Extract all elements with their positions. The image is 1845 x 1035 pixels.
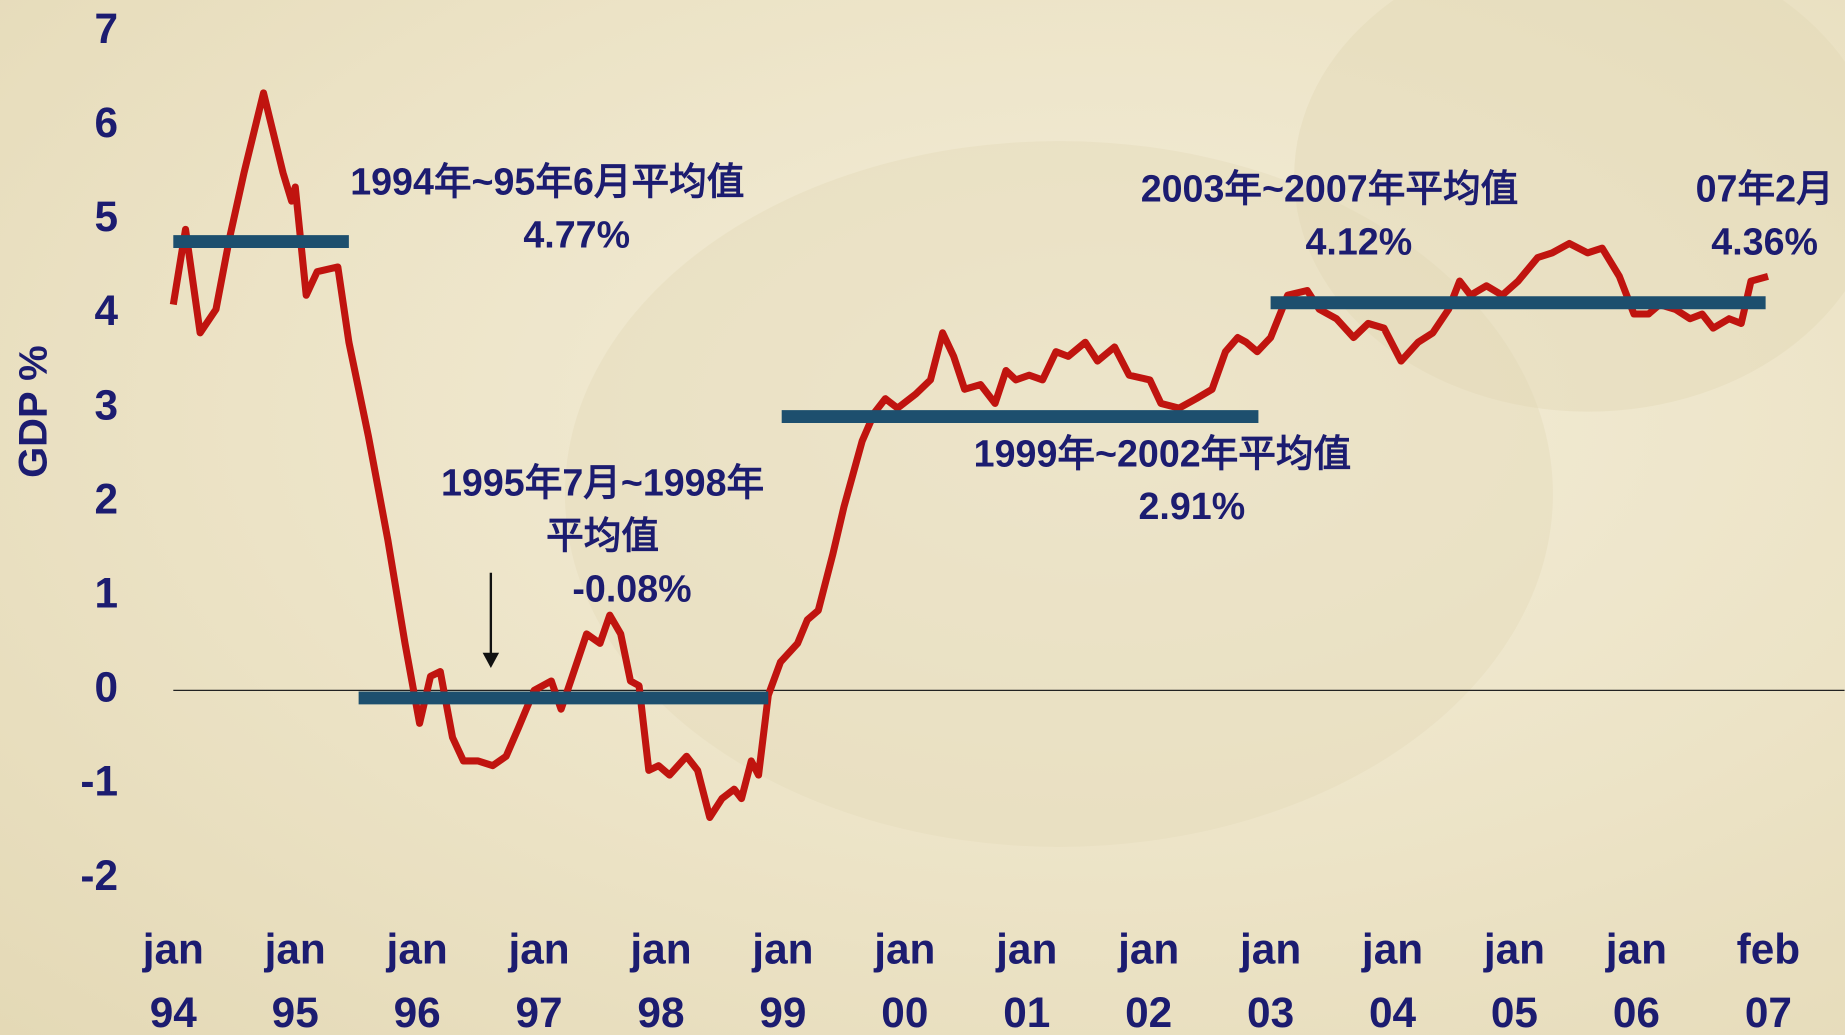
x-tick: jan 98 xyxy=(620,917,702,1035)
x-tick-label: jan 99 xyxy=(742,917,824,1035)
average-value: -0.08% xyxy=(572,568,691,610)
average-label: 2003年~2007年平均值 xyxy=(1141,168,1519,210)
y-tick-label: -2 xyxy=(80,852,118,899)
x-tick: jan 97 xyxy=(498,917,580,1035)
y-tick-label: -1 xyxy=(80,758,118,805)
y-tick-label: 7 xyxy=(94,5,118,52)
y-tick-label: 0 xyxy=(94,664,118,711)
x-tick-label: jan 02 xyxy=(1108,917,1190,1035)
y-tick-label: 2 xyxy=(94,475,118,522)
x-tick-label: feb 07 xyxy=(1727,917,1809,1035)
x-tick-label: jan 95 xyxy=(254,917,336,1035)
x-tick: feb 07 xyxy=(1727,917,1809,1035)
x-tick: jan 02 xyxy=(1108,917,1190,1035)
x-tick: jan 06 xyxy=(1595,917,1677,1035)
x-tick-label: jan 98 xyxy=(620,917,702,1035)
chart: GDP % -2 -1 0 1 2 3 4 5 6 7 jan 94 jan 95 jan 96 jan … xyxy=(0,0,1845,1035)
x-tick: jan 96 xyxy=(376,917,458,1035)
y-axis-label: GDP % xyxy=(11,345,55,478)
average-value: 2.91% xyxy=(1138,485,1245,527)
average-value: 4.77% xyxy=(523,214,630,256)
x-tick: jan 04 xyxy=(1351,917,1433,1035)
x-tick-label: jan 04 xyxy=(1351,917,1433,1035)
average-label: 1995年7月~1998年 xyxy=(441,462,764,504)
y-tick-label: 5 xyxy=(94,193,118,240)
average-label: 平均值 xyxy=(546,515,659,557)
x-tick: jan 05 xyxy=(1473,917,1555,1035)
y-tick-label: 1 xyxy=(94,569,118,616)
y-tick-label: 3 xyxy=(94,381,118,428)
y-tick-label: 6 xyxy=(94,99,118,146)
x-tick-label: jan 97 xyxy=(498,917,580,1035)
annotation: 07年2月 xyxy=(1696,168,1834,210)
x-tick-label: jan 01 xyxy=(986,917,1068,1035)
x-tick-label: jan 94 xyxy=(132,917,214,1035)
x-tick: jan 95 xyxy=(254,917,336,1035)
x-tick: jan 94 xyxy=(132,917,214,1035)
x-tick: jan 03 xyxy=(1229,917,1311,1035)
average-value: 4.12% xyxy=(1306,221,1413,263)
x-tick-label: jan 96 xyxy=(376,917,458,1035)
x-tick-label: jan 00 xyxy=(864,917,946,1035)
x-tick: jan 00 xyxy=(864,917,946,1035)
arrow-head xyxy=(483,653,499,668)
average-label: 1994年~95年6月平均值 xyxy=(350,161,744,203)
annotation: 4.36% xyxy=(1711,221,1818,263)
x-tick-label: jan 06 xyxy=(1595,917,1677,1035)
x-tick: jan 01 xyxy=(986,917,1068,1035)
average-label: 1999年~2002年平均值 xyxy=(974,432,1352,474)
x-tick-label: jan 03 xyxy=(1229,917,1311,1035)
x-tick-label: jan 05 xyxy=(1473,917,1555,1035)
y-tick-label: 4 xyxy=(94,287,118,334)
x-tick: jan 99 xyxy=(742,917,824,1035)
